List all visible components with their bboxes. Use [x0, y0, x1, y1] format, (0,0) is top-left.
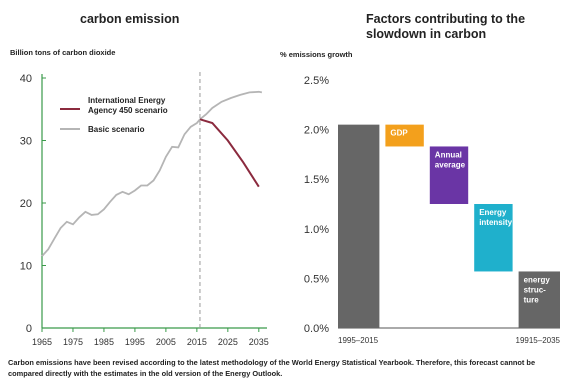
left-y-tick-label: 40: [20, 73, 32, 85]
left-x-tick-label: 1965: [32, 337, 52, 347]
left-y-tick-label: 30: [20, 136, 32, 148]
left-y-tick-label: 0: [26, 323, 32, 335]
right-y-tick-label: 1.0%: [304, 224, 329, 236]
basic-scenario-line: [41, 90, 263, 257]
right-y-tick-label: 2.0%: [304, 125, 329, 137]
right-chart-title: Factors contributing to the slowdown in …: [366, 12, 526, 41]
waterfall-axis-label: 1995–2015: [338, 336, 379, 345]
left-chart-title: carbon emission: [80, 12, 180, 26]
left-y-tick-label: 20: [20, 198, 32, 210]
waterfall-bar: [518, 271, 560, 328]
right-y-tick-label: 2.5%: [304, 75, 329, 87]
left-x-tick-label: 2005: [156, 337, 176, 347]
left-x-tick-label: 2015: [187, 337, 207, 347]
waterfall-bar-label: energy struc-ture: [524, 275, 551, 304]
chart-footnote: Carbon emissions have been revised accor…: [8, 358, 536, 378]
left-x-tick-label: 1985: [94, 337, 114, 347]
left-x-tick-label: 2025: [218, 337, 238, 347]
waterfall-axis-label: 19915–2035: [516, 336, 561, 345]
left-x-tick-label: 1975: [63, 337, 83, 347]
left-x-tick-label: 1995: [125, 337, 145, 347]
waterfall-bar: [338, 124, 380, 328]
right-y-tick-label: 0.0%: [304, 323, 329, 335]
waterfall-bar: [385, 124, 424, 147]
right-y-tick-label: 1.5%: [304, 174, 329, 186]
waterfall-bar: [429, 146, 469, 204]
right-y-tick-label: 0.5%: [304, 273, 329, 285]
iea-450-scenario-line: [199, 118, 260, 188]
left-chart-ylabel: Billion tons of carbon dioxide: [10, 48, 116, 57]
left-y-tick-label: 10: [20, 261, 32, 273]
waterfall-bar: [474, 204, 513, 272]
waterfall-bar-label: Energy intensity: [479, 208, 512, 227]
left-x-tick-label: 2035: [249, 337, 269, 347]
legend-iea-label: International Energy Agency 450 scenario: [88, 96, 168, 115]
right-chart-ylabel: % emissions growth: [280, 50, 353, 59]
legend-basic-label: Basic scenario: [88, 125, 145, 134]
waterfall-bar-label: GDP: [390, 129, 408, 138]
waterfall-bar-label: Annual average: [435, 150, 466, 169]
